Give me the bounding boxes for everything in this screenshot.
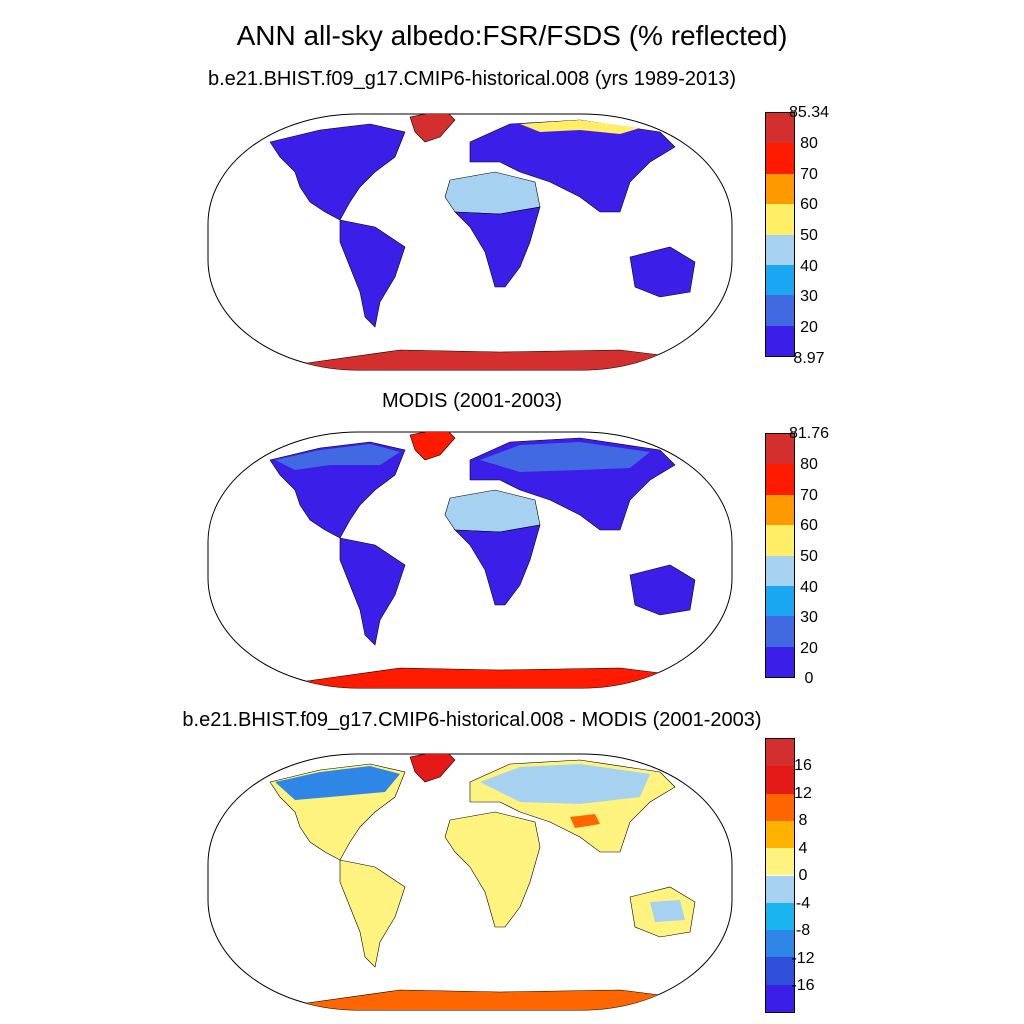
panel-2-map [207,431,733,689]
panel-3-colorbar [765,738,795,1013]
colorbar-tick-label: -16 [791,977,815,994]
greenland [409,432,456,461]
panel-1-colorbar [765,112,795,357]
figure-title: ANN all-sky albedo:FSR/FSDS (% reflected… [236,20,788,51]
colorbar-tick-label: 30 [800,288,818,305]
south-america [339,537,406,646]
south-america [339,219,406,328]
north-america [269,123,406,221]
eurasia-boreal [480,764,650,804]
colorbar-tick-label: -4 [795,895,811,912]
panel-3-subtitle: b.e21.BHIST.f09_g17.CMIP6-historical.008… [182,709,762,731]
panel-2-subtitle: MODIS (2001-2003) [381,390,563,412]
panel-1-subtitle: b.e21.BHIST.f09_g17.CMIP6-historical.008… [207,68,737,90]
colorbar-tick-label: 60 [800,196,818,213]
north-america-boreal [275,444,400,470]
panel-1-map [207,113,733,371]
north-america-boreal [275,766,400,800]
colorbar-tick-label: 81.76 [788,425,830,442]
eurasia-boreal [480,442,650,472]
colorbar-tick-label: 12 [794,785,812,802]
colorbar-tick-label: -12 [791,950,815,967]
colorbar-tick-label: 80 [800,456,818,473]
greenland [409,754,456,783]
colorbar-tick-label: 8.97 [793,350,825,367]
africa [444,811,541,928]
colorbar-tick-label: 0 [798,867,808,884]
colorbar-tick-label: 20 [800,319,818,336]
australia-interior [650,900,685,922]
colorbar-tick-label: 20 [800,640,818,657]
colorbar-tick-label: 70 [800,166,818,183]
colorbar-tick-label: 80 [800,135,818,152]
colorbar-tick-label: 4 [798,840,808,857]
colorbar-tick-label: 70 [800,487,818,504]
australia [629,246,696,298]
africa [454,524,541,606]
colorbar-tick-label: 8 [798,812,808,829]
colorbar-tick-label: -8 [795,922,811,939]
colorbar-tick-label: 50 [800,548,818,565]
colorbar-tick-label: 85.34 [788,104,830,121]
panel-3-map [207,753,733,1011]
panel-2-colorbar [765,433,795,678]
colorbar-tick-label: 40 [800,579,818,596]
south-america [339,859,406,968]
colorbar-tick-label: 40 [800,258,818,275]
colorbar-tick-label: 50 [800,227,818,244]
greenland [409,114,456,143]
tibet-hotspot [570,814,600,828]
colorbar-tick-label: 30 [800,609,818,626]
colorbar-tick-label: 16 [794,757,812,774]
colorbar-tick-label: 0 [804,670,814,687]
colorbar-tick-label: 60 [800,517,818,534]
africa [454,206,541,288]
arctic-coast [520,120,640,134]
australia [629,564,696,616]
